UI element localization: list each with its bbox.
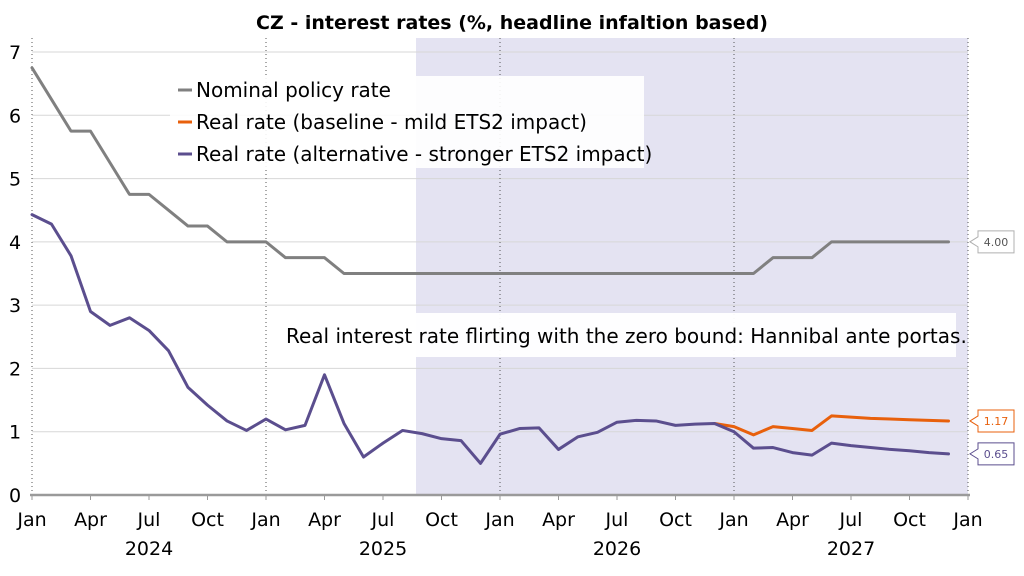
- x-tick-label: Jan: [952, 509, 982, 531]
- annotation-text: Real interest rate flirting with the zer…: [286, 324, 967, 348]
- x-tick-label: Oct: [191, 509, 224, 531]
- y-tick-label: 4: [9, 232, 21, 254]
- x-tick-label: Apr: [74, 509, 107, 531]
- y-tick-label: 2: [9, 358, 21, 380]
- x-tick-label: Jul: [137, 509, 161, 531]
- x-tick-labels: Jan Apr Jul Oct Jan Apr Jul Oct Jan Apr Jul Oct Jan A…: [16, 509, 982, 531]
- legend-label: Real rate (baseline - mild ETS2 impact): [196, 110, 587, 134]
- x-tick-label: Oct: [893, 509, 926, 531]
- y-tick-label: 1: [9, 422, 21, 444]
- chart-title: CZ - interest rates (%, headline infalti…: [256, 12, 768, 34]
- y-tick-label: 7: [9, 42, 21, 64]
- y-tick-labels: 0 1 2 3 4 5 6 7: [9, 42, 21, 507]
- series-line-1: [30, 66, 950, 275]
- x-tick-label: Apr: [308, 509, 341, 531]
- end-value-label: 0.65: [984, 448, 1009, 461]
- x-tick-label: Jul: [839, 509, 863, 531]
- x-tick-label: Apr: [776, 509, 809, 531]
- series-line-2: [713, 414, 950, 437]
- legend-label: Real rate (alternative - stronger ETS2 i…: [196, 142, 652, 166]
- end-value-callout-3: 0.65: [969, 442, 1015, 466]
- year-label: 2024: [125, 538, 173, 560]
- annotation-background: [274, 313, 956, 357]
- end-value-callout-1: 4.00: [969, 230, 1015, 254]
- y-tick-label: 6: [9, 105, 21, 127]
- x-tick-label: Jan: [718, 509, 748, 531]
- year-label: 2025: [359, 538, 407, 560]
- year-label: 2027: [827, 538, 875, 560]
- legend-label: Nominal policy rate: [196, 78, 391, 102]
- x-tick-label: Oct: [425, 509, 458, 531]
- y-tick-label: 5: [9, 169, 21, 191]
- end-value-callouts: 4.00 1.17 0.65: [969, 230, 1015, 466]
- legend-background: [170, 76, 644, 168]
- legend: Nominal policy rate Real rate (baseline -…: [170, 76, 652, 168]
- series-line-3: [30, 213, 950, 465]
- x-tick-label: Apr: [542, 509, 575, 531]
- y-tick-label: 3: [9, 295, 21, 317]
- x-tick-label: Jul: [605, 509, 629, 531]
- y-tick-label: 0: [9, 485, 21, 507]
- axes: [30, 38, 970, 500]
- end-value-callout-2: 1.17: [969, 409, 1015, 433]
- x-tick-label: Jan: [16, 509, 46, 531]
- x-tick-label: Oct: [659, 509, 692, 531]
- year-labels: 2024 2025 2026 2027: [125, 538, 875, 560]
- end-value-label: 4.00: [984, 236, 1009, 249]
- series-lines: [30, 66, 950, 465]
- x-tick-label: Jul: [371, 509, 395, 531]
- x-tick-label: Jan: [484, 509, 514, 531]
- end-value-label: 1.17: [984, 415, 1009, 428]
- annotation: Real interest rate flirting with the zer…: [274, 313, 967, 357]
- year-label: 2026: [593, 538, 641, 560]
- x-tick-label: Jan: [250, 509, 280, 531]
